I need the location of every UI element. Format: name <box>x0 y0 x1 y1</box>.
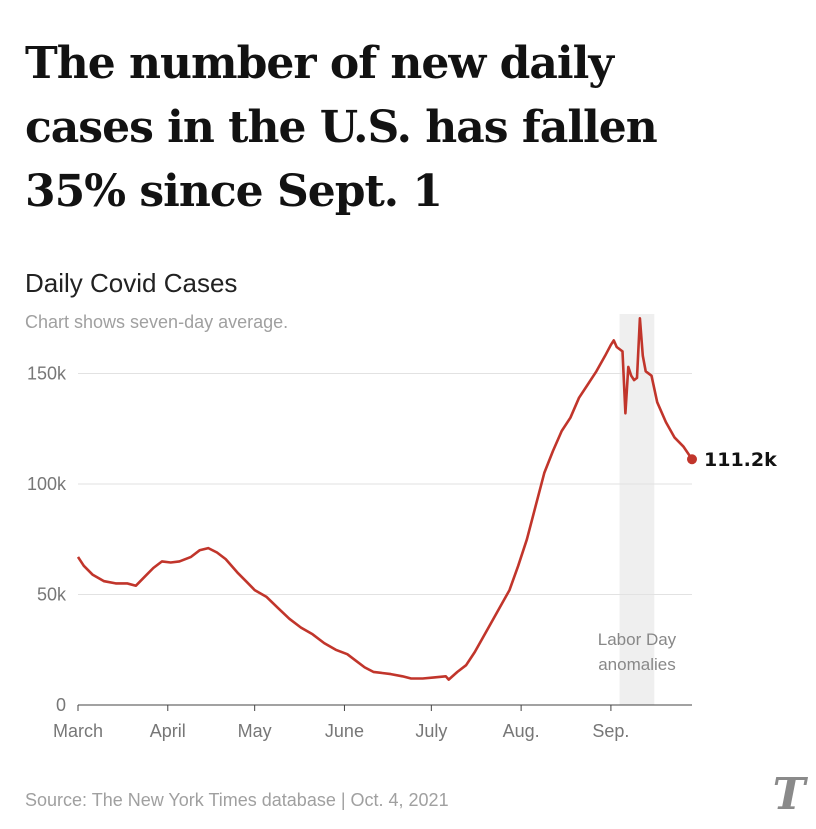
band-label-line2: anomalies <box>598 655 676 674</box>
y-tick-label: 100k <box>27 474 67 494</box>
end-point <box>687 454 697 465</box>
x-tick-label: June <box>325 721 364 741</box>
annotation-layer: 111.2k Labor Day anomalies <box>598 449 777 674</box>
end-value-label: 111.2k <box>704 449 777 471</box>
x-tick-label: July <box>415 721 447 741</box>
headline: The number of new daily cases in the U.S… <box>25 38 658 217</box>
chart-title: Daily Covid Cases <box>25 268 238 298</box>
gridlines <box>78 373 692 706</box>
x-tick-label: April <box>150 721 186 741</box>
y-tick-label: 50k <box>37 585 67 605</box>
y-tick-label: 150k <box>27 364 67 384</box>
x-tick-label: March <box>53 721 103 741</box>
line-chart: 0 50k 100k 150k March April May June July Aug. Se… <box>27 314 777 741</box>
y-axis-ticks: 0 50k 100k 150k <box>27 364 67 716</box>
nyt-logo-icon: T <box>772 769 806 820</box>
band-label-line1: Labor Day <box>598 630 677 649</box>
source-note: Source: The New York Times database | Oc… <box>25 790 449 810</box>
x-tick-label: May <box>238 721 272 741</box>
series-layer <box>76 317 694 681</box>
x-tick-label: Sep. <box>592 721 629 741</box>
x-tick-label: Aug. <box>503 721 540 741</box>
series-line <box>76 317 694 681</box>
y-tick-label: 0 <box>56 695 66 715</box>
x-axis-ticks: March April May June July Aug. Sep. <box>53 705 629 741</box>
chart-subtitle: Chart shows seven-day average. <box>25 312 289 332</box>
